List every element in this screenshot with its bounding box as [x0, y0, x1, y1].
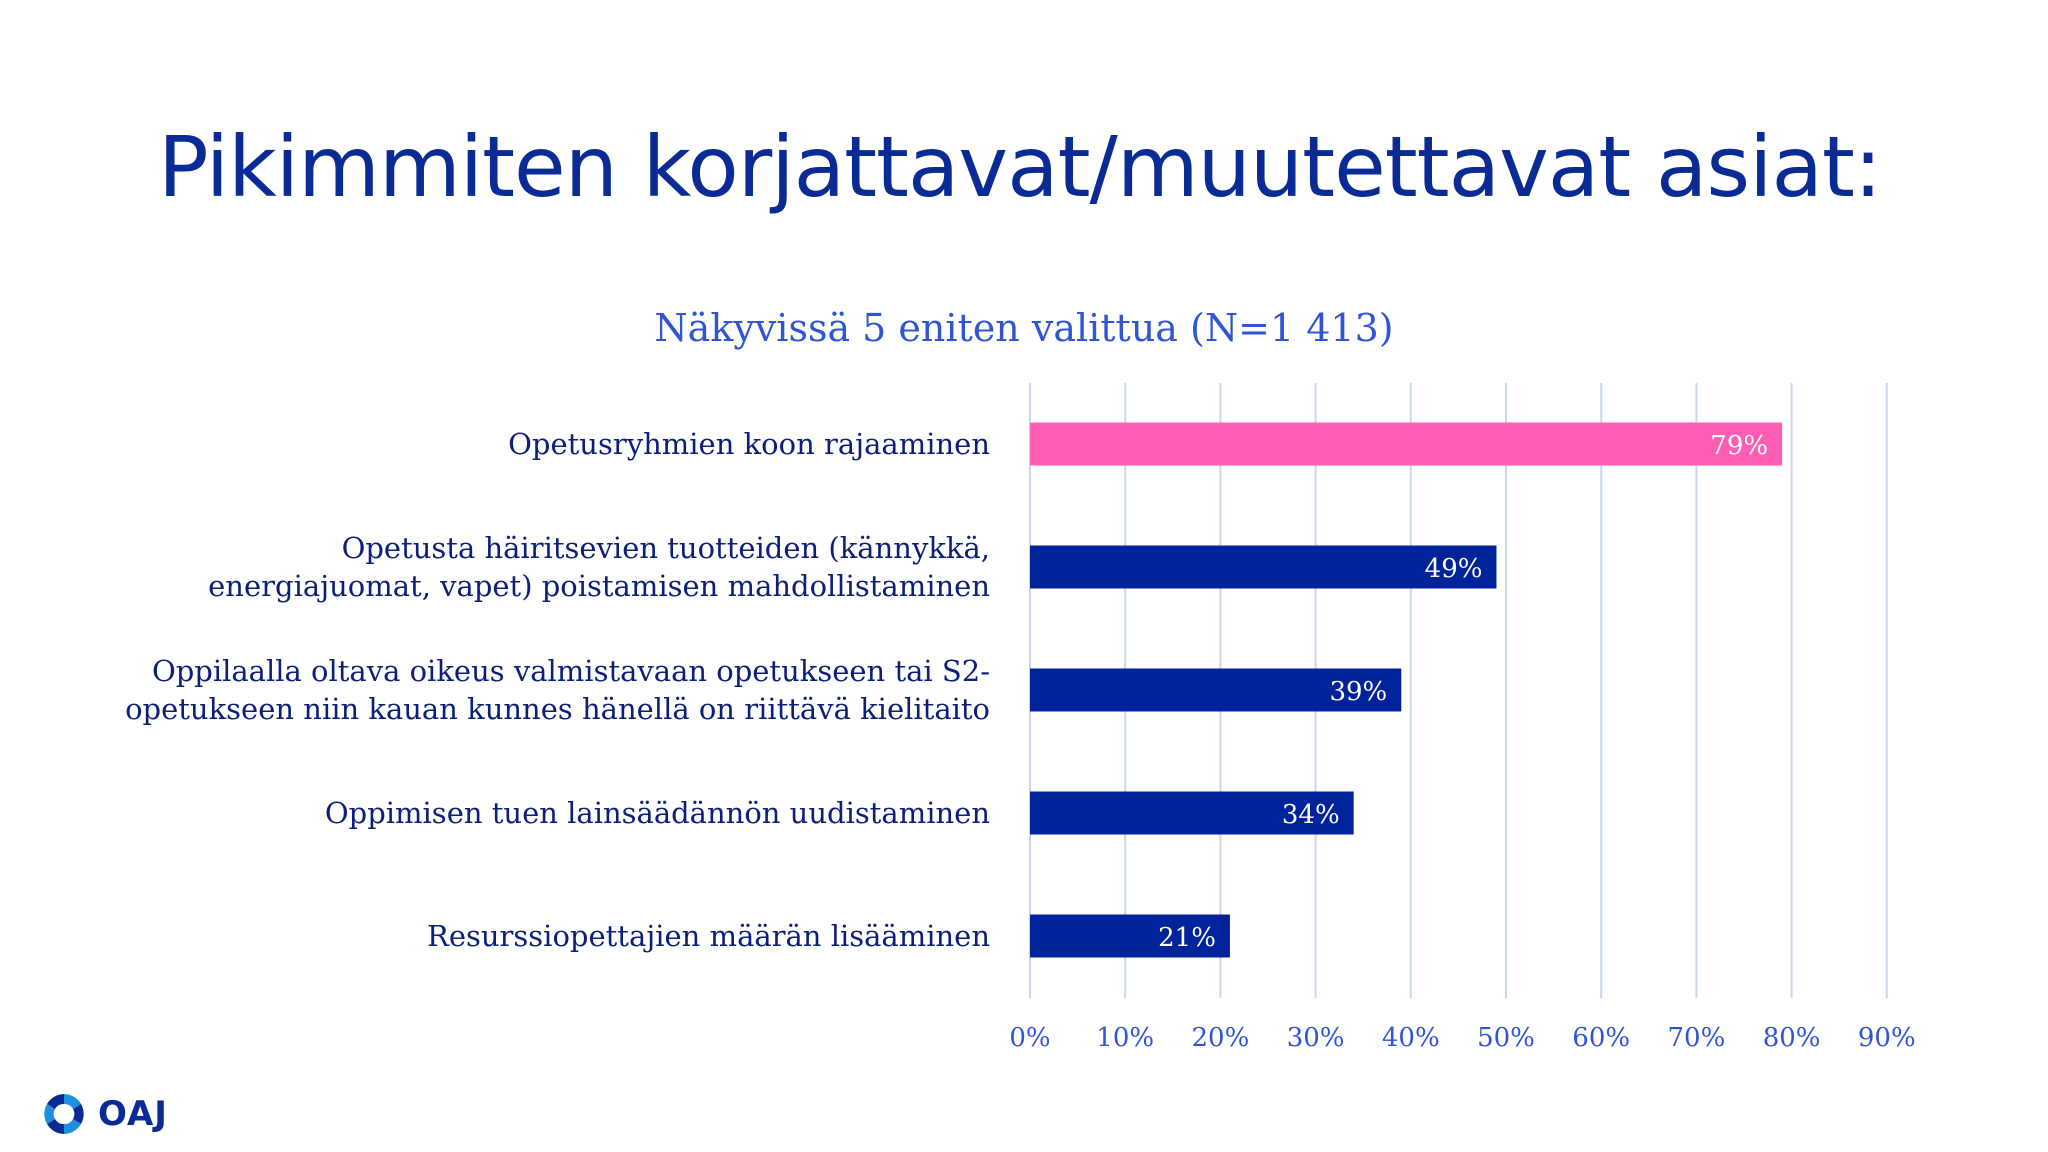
- bar: [1030, 791, 1354, 835]
- slide-title: Pikimmiten korjattavat/muutettavat asiat…: [158, 118, 1882, 216]
- logo-text: OAJ: [98, 1094, 168, 1134]
- category-label-line: opetukseen niin kauan kunnes hänellä on …: [125, 692, 990, 726]
- x-tick-label: 70%: [1668, 1023, 1726, 1053]
- x-tick-label: 0%: [1009, 1023, 1050, 1053]
- category-label-line: energiajuomat, vapet) poistamisen mahdol…: [208, 569, 990, 603]
- category-label: Opetusta häiritsevien tuotteiden (kännyk…: [90, 529, 990, 605]
- bar-data-label: 21%: [1158, 923, 1216, 953]
- x-tick-label: 30%: [1287, 1023, 1345, 1053]
- category-label-line: Opetusta häiritsevien tuotteiden (kännyk…: [341, 531, 990, 565]
- bar-data-label: 39%: [1329, 677, 1387, 707]
- category-label: Oppimisen tuen lainsäädännön uudistamine…: [90, 794, 990, 832]
- oaj-logo: OAJ: [40, 1090, 168, 1138]
- x-tick-label: 20%: [1192, 1023, 1250, 1053]
- chart-subtitle: Näkyvissä 5 eniten valittua (N=1 413): [654, 306, 1394, 350]
- category-label: Resurssiopettajien määrän lisääminen: [90, 917, 990, 955]
- bar-data-label: 34%: [1282, 800, 1340, 830]
- bar-data-label: 49%: [1425, 554, 1483, 584]
- x-tick-label: 80%: [1763, 1023, 1821, 1053]
- x-tick-label: 50%: [1477, 1023, 1535, 1053]
- category-label: Opetusryhmien koon rajaaminen: [90, 425, 990, 463]
- bar: [1030, 545, 1497, 589]
- bar: [1030, 914, 1230, 958]
- category-label-line: Resurssiopettajien määrän lisääminen: [427, 919, 990, 953]
- bar: [1030, 422, 1783, 466]
- category-label-line: Opetusryhmien koon rajaaminen: [508, 427, 990, 461]
- category-label-line: Oppilaalla oltava oikeus valmistavaan op…: [151, 654, 990, 688]
- category-label-line: Oppimisen tuen lainsäädännön uudistamine…: [324, 796, 990, 830]
- x-tick-label: 60%: [1572, 1023, 1630, 1053]
- bar: [1030, 668, 1402, 712]
- x-tick-label: 40%: [1382, 1023, 1440, 1053]
- bar-data-label: 79%: [1710, 431, 1768, 461]
- category-label: Oppilaalla oltava oikeus valmistavaan op…: [90, 652, 990, 728]
- x-tick-label: 10%: [1096, 1023, 1154, 1053]
- x-tick-label: 90%: [1858, 1023, 1916, 1053]
- oaj-swirl-icon: [44, 1094, 84, 1134]
